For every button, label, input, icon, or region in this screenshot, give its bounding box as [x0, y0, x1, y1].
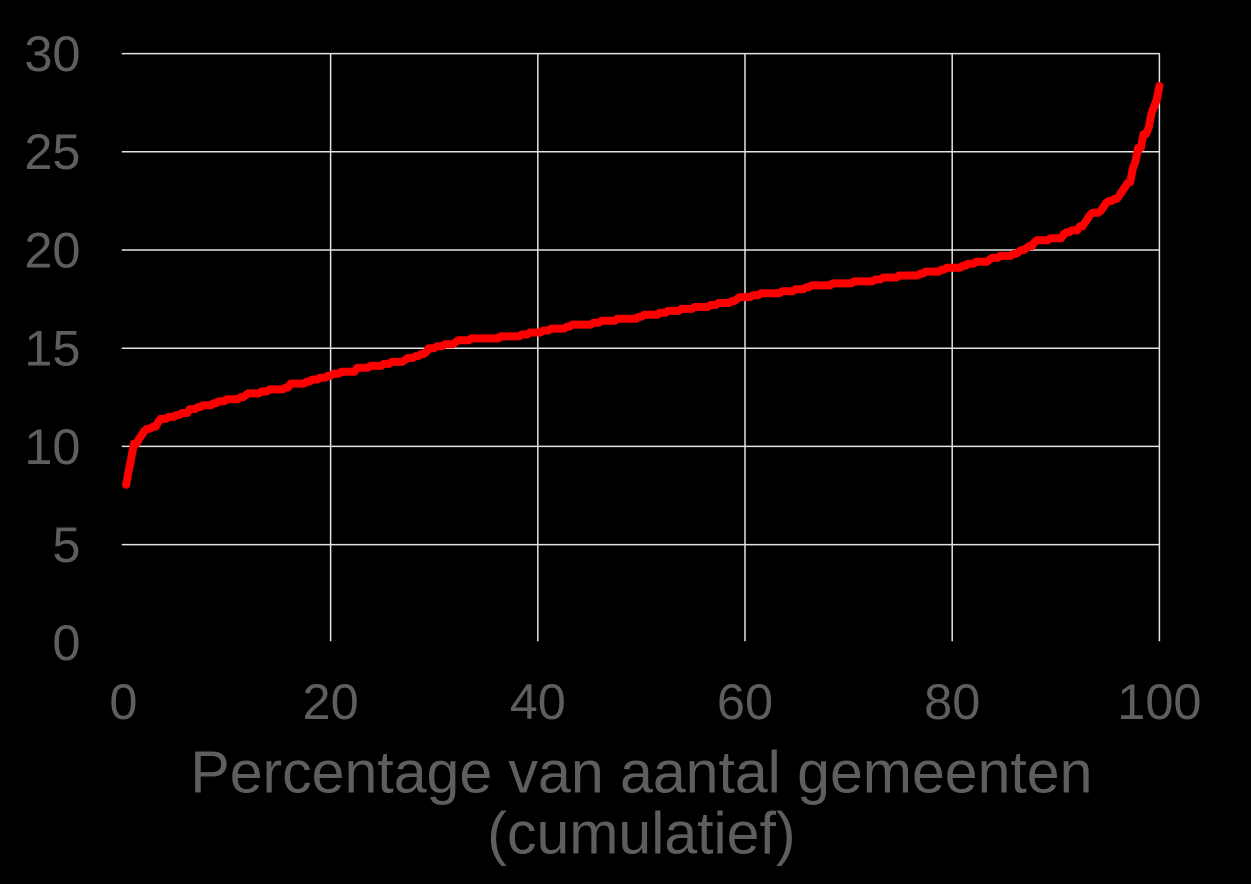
svg-text:0: 0: [109, 673, 137, 730]
svg-text:5: 5: [52, 516, 80, 573]
svg-text:60: 60: [717, 673, 773, 730]
svg-text:20: 20: [24, 221, 80, 278]
svg-text:25: 25: [24, 123, 80, 180]
svg-text:80: 80: [924, 673, 980, 730]
svg-text:0: 0: [52, 614, 80, 671]
svg-text:15: 15: [24, 320, 80, 377]
svg-text:20: 20: [303, 673, 359, 730]
svg-text:30: 30: [24, 25, 80, 82]
svg-text:Percentage van aantal gemeente: Percentage van aantal gemeenten: [190, 740, 1092, 806]
svg-text:100: 100: [1117, 673, 1201, 730]
svg-text:40: 40: [510, 673, 566, 730]
svg-text:(cumulatief): (cumulatief): [487, 801, 795, 867]
svg-text:10: 10: [24, 418, 80, 475]
